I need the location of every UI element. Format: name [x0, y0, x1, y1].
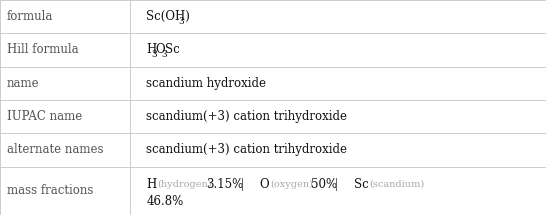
Text: name: name	[7, 77, 39, 90]
Text: IUPAC name: IUPAC name	[7, 110, 82, 123]
Text: Sc: Sc	[354, 178, 369, 191]
Text: 3: 3	[152, 50, 157, 59]
Text: scandium hydroxide: scandium hydroxide	[146, 77, 266, 90]
Text: O: O	[156, 43, 165, 57]
Text: 3.15%: 3.15%	[206, 178, 244, 191]
Text: (hydrogen): (hydrogen)	[157, 180, 212, 189]
Text: H: H	[146, 43, 157, 57]
Text: H: H	[146, 178, 157, 191]
Text: Sc(OH): Sc(OH)	[146, 10, 190, 23]
Text: scandium(+3) cation trihydroxide: scandium(+3) cation trihydroxide	[146, 110, 347, 123]
Text: 3: 3	[179, 17, 184, 26]
Text: |: |	[233, 178, 252, 191]
Text: 50%: 50%	[311, 178, 337, 191]
Text: 46.8%: 46.8%	[146, 195, 183, 208]
Text: O: O	[260, 178, 269, 191]
Text: Sc: Sc	[165, 43, 180, 57]
Text: mass fractions: mass fractions	[7, 184, 93, 197]
Text: scandium(+3) cation trihydroxide: scandium(+3) cation trihydroxide	[146, 143, 347, 157]
Text: (oxygen): (oxygen)	[270, 180, 313, 189]
Text: 3: 3	[161, 50, 167, 59]
Text: alternate names: alternate names	[7, 143, 103, 157]
Text: formula: formula	[7, 10, 53, 23]
Text: (scandium): (scandium)	[370, 180, 425, 189]
Text: |: |	[327, 178, 346, 191]
Text: Hill formula: Hill formula	[7, 43, 78, 57]
